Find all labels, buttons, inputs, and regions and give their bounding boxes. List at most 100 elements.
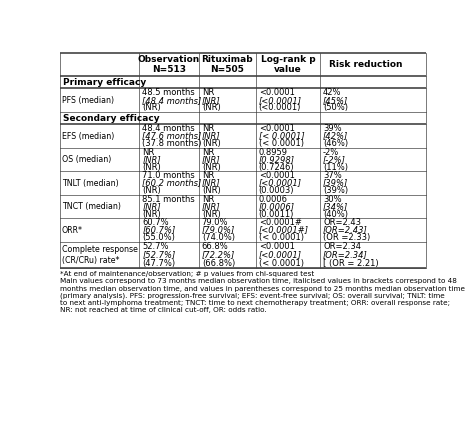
Text: *At end of maintenance/observation; # p values from chi-squared test: *At end of maintenance/observation; # p … (60, 271, 314, 277)
Text: [45%]: [45%] (323, 96, 348, 105)
Text: (< 0.0001): (< 0.0001) (259, 233, 304, 242)
Text: (47.7%): (47.7%) (142, 259, 175, 268)
Text: 85.1 months: 85.1 months (142, 195, 195, 204)
Text: [52.7%]: [52.7%] (142, 251, 175, 259)
Text: [0.9298]: [0.9298] (259, 155, 295, 164)
Text: [-2%]: [-2%] (323, 155, 346, 164)
Text: [42%]: [42%] (323, 131, 348, 141)
Text: 52.7%: 52.7% (142, 242, 169, 251)
Text: ORR*: ORR* (62, 226, 83, 234)
Text: Observation
N=513: Observation N=513 (138, 55, 200, 74)
Text: [79.0%]: [79.0%] (202, 226, 235, 234)
Text: (NR): (NR) (142, 209, 161, 219)
Text: [0.0006]: [0.0006] (259, 202, 295, 211)
Text: (NR): (NR) (202, 103, 220, 112)
Text: <0.0001: <0.0001 (259, 124, 295, 133)
Text: [<0.0001#]: [<0.0001#] (259, 226, 309, 234)
Text: [<0.0001]: [<0.0001] (259, 96, 302, 105)
Text: Log-rank p
value: Log-rank p value (261, 55, 315, 74)
Text: (0.0011): (0.0011) (259, 209, 294, 219)
Text: 39%: 39% (323, 124, 342, 133)
Text: NR: NR (142, 148, 155, 156)
Text: (NR): (NR) (142, 163, 161, 172)
Text: [NR]: [NR] (202, 202, 220, 211)
Text: (66.8%): (66.8%) (202, 259, 235, 268)
Text: [NR]: [NR] (202, 96, 220, 105)
Text: (74.0%): (74.0%) (202, 233, 235, 242)
Text: (50%): (50%) (323, 103, 348, 112)
Text: [60.2 months]: [60.2 months] (142, 179, 201, 187)
Text: to next anti-lymphoma treatment; TNCT: time to next chemotherapy treatment; ORR:: to next anti-lymphoma treatment; TNCT: t… (60, 300, 450, 306)
Text: (0.7246): (0.7246) (259, 163, 294, 172)
Text: 0.8959: 0.8959 (259, 148, 288, 156)
Text: 71.0 months: 71.0 months (142, 171, 195, 180)
Text: (37.8 months): (37.8 months) (142, 139, 202, 148)
Text: Secondary efficacy: Secondary efficacy (63, 114, 159, 123)
Text: [NR]: [NR] (202, 155, 220, 164)
Text: [NR]: [NR] (202, 131, 220, 141)
Text: [39%]: [39%] (323, 179, 348, 187)
Text: 0.0006: 0.0006 (259, 195, 288, 204)
Text: (NR): (NR) (202, 209, 220, 219)
Text: TNCT (median): TNCT (median) (62, 202, 121, 211)
Text: (NR): (NR) (202, 186, 220, 195)
Text: NR: not reached at time of clinical cut-off, OR: odds ratio.: NR: not reached at time of clinical cut-… (60, 307, 266, 313)
Text: (NR): (NR) (202, 139, 220, 148)
Text: 79.0%: 79.0% (202, 218, 228, 227)
Text: 37%: 37% (323, 171, 342, 180)
Text: (NR): (NR) (142, 186, 161, 195)
Text: [OR=2.34]: [OR=2.34] (323, 251, 368, 259)
Text: Risk reduction: Risk reduction (329, 60, 403, 69)
Text: [<0.0001]: [<0.0001] (259, 251, 302, 259)
Text: TNLT (median): TNLT (median) (62, 179, 118, 187)
Text: (NR): (NR) (202, 163, 220, 172)
Text: [OR=2.43]: [OR=2.43] (323, 226, 368, 234)
Text: (0.0003): (0.0003) (259, 186, 294, 195)
Text: [34%]: [34%] (323, 202, 348, 211)
Text: (11%): (11%) (323, 163, 348, 172)
Text: NR: NR (202, 148, 214, 156)
Text: (55.0%): (55.0%) (142, 233, 175, 242)
Text: OR=2.34: OR=2.34 (323, 242, 361, 251)
Text: [48.4 months]: [48.4 months] (142, 96, 201, 105)
Text: PFS (median): PFS (median) (62, 96, 114, 105)
Text: EFS (median): EFS (median) (62, 131, 114, 141)
Text: 66.8%: 66.8% (202, 242, 228, 251)
Text: Primary efficacy: Primary efficacy (63, 78, 146, 87)
Text: Rituximab
N=505: Rituximab N=505 (201, 55, 253, 74)
Text: NR: NR (202, 124, 214, 133)
Text: Complete response
(CR/CRu) rate*: Complete response (CR/CRu) rate* (62, 245, 137, 265)
Text: -2%: -2% (323, 148, 339, 156)
Text: <0.0001: <0.0001 (259, 88, 295, 97)
Text: 60.7%: 60.7% (142, 218, 169, 227)
Text: (< 0.0001): (< 0.0001) (259, 139, 304, 148)
Text: [NR]: [NR] (202, 179, 220, 187)
Text: 30%: 30% (323, 195, 342, 204)
Text: NR: NR (202, 88, 214, 97)
Text: (< 0.0001): (< 0.0001) (259, 259, 304, 268)
Text: <0.0001: <0.0001 (259, 171, 295, 180)
Text: [60.7%]: [60.7%] (142, 226, 175, 234)
Text: 48.5 months: 48.5 months (142, 88, 195, 97)
Text: 42%: 42% (323, 88, 341, 97)
Text: months median observation time, and values in parentheses correspond to 25 month: months median observation time, and valu… (60, 286, 465, 292)
Text: <0.0001#: <0.0001# (259, 218, 301, 227)
Text: [< 0.0001]: [< 0.0001] (259, 131, 304, 141)
Text: [NR]: [NR] (142, 202, 161, 211)
Text: (40%): (40%) (323, 209, 348, 219)
Text: 48.4 months: 48.4 months (142, 124, 195, 133)
Text: NR: NR (202, 171, 214, 180)
Text: (NR): (NR) (142, 103, 161, 112)
Text: [ (OR = 2.21): [ (OR = 2.21) (323, 259, 379, 268)
Text: [47.6 months]: [47.6 months] (142, 131, 201, 141)
Text: [72.2%]: [72.2%] (202, 251, 235, 259)
Text: (primary analysis). PFS: progression-free survival; EFS: event-free survival; OS: (primary analysis). PFS: progression-fre… (60, 293, 444, 299)
Text: (<0.0001): (<0.0001) (259, 103, 301, 112)
Text: [<0.0001]: [<0.0001] (259, 179, 302, 187)
Text: (OR =2.33): (OR =2.33) (323, 233, 370, 242)
Text: (46%): (46%) (323, 139, 348, 148)
Text: (39%): (39%) (323, 186, 348, 195)
Text: OS (median): OS (median) (62, 155, 111, 164)
Text: <0.0001: <0.0001 (259, 242, 295, 251)
Text: Main values correspond to 73 months median observation time, italicised values i: Main values correspond to 73 months medi… (60, 279, 456, 285)
